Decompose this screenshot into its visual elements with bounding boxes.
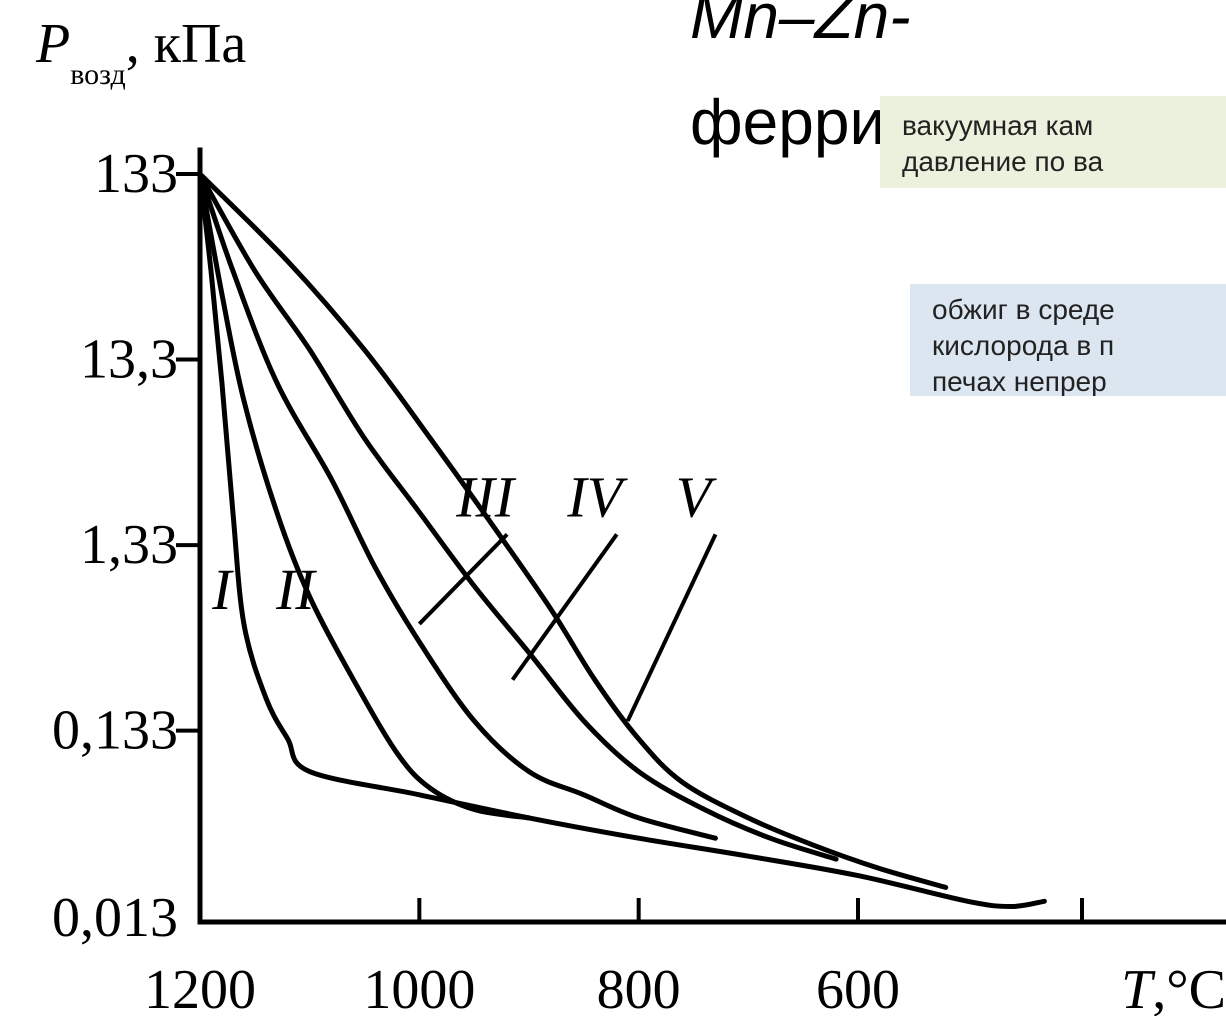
curve-label-I: I — [211, 557, 234, 622]
series-line-I — [197, 171, 1047, 909]
x-axis-label-unit: ,°C — [1152, 959, 1226, 1016]
curve-label-III: III — [455, 464, 517, 529]
x-axis-label-var: T — [1121, 959, 1156, 1016]
y-tick-label: 0,133 — [52, 700, 178, 762]
x-tick-label: 1000 — [363, 959, 475, 1016]
y-axis-label-subscript: возд — [70, 58, 126, 91]
series-line-IV — [197, 171, 839, 862]
note-line: давление по ва — [902, 146, 1104, 177]
y-axis-label-var: P — [35, 13, 70, 75]
x-axis-label: T,°C — [1121, 959, 1226, 1016]
y-axis-label: Pвозд, кПа — [35, 13, 246, 91]
leader-line-V — [625, 533, 718, 722]
curve-label-II: II — [275, 557, 317, 622]
series-line-V — [197, 171, 949, 890]
curve-label-IV: IV — [566, 464, 628, 529]
series-line-II — [197, 171, 532, 821]
note-oxygen-firing: обжиг в среде кислорода в п печах непрер — [910, 284, 1226, 396]
chart-labels: 0,013 0,133 1,33 13,3 133 1200 1000 800 600 T,°C P… — [35, 13, 1226, 1016]
note-line: кислорода в п — [932, 330, 1115, 361]
chart-series — [197, 171, 1047, 909]
note-line: вакуумная кам — [902, 110, 1094, 141]
y-tick-label: 1,33 — [80, 514, 178, 576]
leader-line-III — [417, 532, 509, 626]
y-tick-label: 133 — [94, 143, 178, 205]
slide-title-line1: Mn–Zn- — [690, 0, 911, 52]
x-tick-label: 600 — [816, 959, 900, 1016]
y-tick-label: 0,013 — [52, 887, 178, 949]
note-vacuum-chamber: вакуумная кам давление по ва — [880, 96, 1226, 188]
chart-axes — [176, 147, 1226, 925]
leader-line-IV — [510, 533, 619, 681]
x-tick-label: 1200 — [144, 959, 256, 1016]
y-axis-label-unit: , кПа — [126, 13, 247, 75]
curve-label-V: V — [676, 464, 718, 529]
series-line-III — [197, 171, 718, 841]
note-line: печах непрер — [932, 366, 1107, 396]
y-tick-label: 13,3 — [80, 329, 178, 391]
x-tick-label: 800 — [597, 959, 681, 1016]
note-line: обжиг в среде — [932, 294, 1115, 325]
